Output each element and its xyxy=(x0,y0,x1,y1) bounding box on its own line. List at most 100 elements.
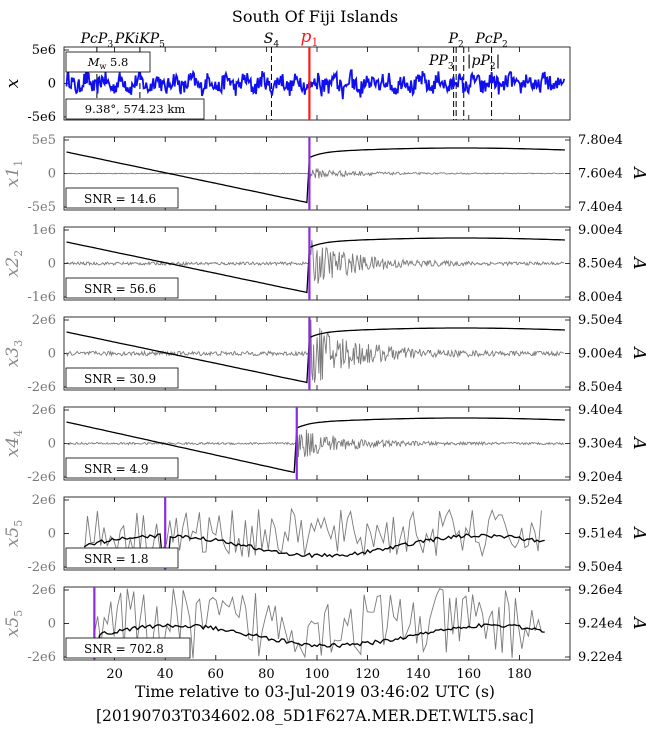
y-tick-label: -2e6 xyxy=(27,650,56,665)
y-tick-label: 0 xyxy=(48,77,56,92)
y-tick-label: -2e6 xyxy=(27,470,56,485)
snr-box xyxy=(65,457,179,479)
snr-label: SNR = 4.9 xyxy=(84,462,149,476)
trace-line xyxy=(93,588,543,659)
aic-curve xyxy=(83,533,545,566)
y-tick-label: 0 xyxy=(48,167,56,182)
y-tick-label: 2e6 xyxy=(32,583,56,598)
x-axis-label: Time relative to 03-Jul-2019 03:46:02 UT… xyxy=(135,683,495,701)
y-tick-label: 2e6 xyxy=(32,403,56,418)
right-tick-label: 9.50e4 xyxy=(578,560,623,575)
phase-labels: PcP3 PKiKP5 S4 p1 PP3 P2|pP2| PcP2 xyxy=(80,27,508,72)
x-tick-label: 80 xyxy=(258,667,275,682)
snr-box xyxy=(65,547,179,569)
phase-label: p1 xyxy=(300,27,318,49)
figure-title: South Of Fiji Islands xyxy=(232,7,398,26)
right-tick-label: 9.20e4 xyxy=(578,470,623,485)
snr-box xyxy=(65,367,179,389)
y-tick-label: -2e6 xyxy=(27,560,56,575)
y-tick-label: 1e6 xyxy=(32,223,56,238)
y-axis-label: x44 xyxy=(3,430,25,457)
right-tick-label: 9.00e4 xyxy=(578,223,623,238)
x-tick-label: 120 xyxy=(355,667,380,682)
right-axis-label: A xyxy=(629,255,646,269)
right-axis-label: A xyxy=(629,435,646,449)
right-tick-label: 9.30e4 xyxy=(578,437,623,452)
right-tick-label: 9.26e4 xyxy=(578,583,623,598)
y-axis-label: x22 xyxy=(3,250,25,277)
y-axis-label: x11 xyxy=(3,160,25,187)
right-tick-label: 9.50e4 xyxy=(578,313,623,328)
x-tick-labels: 20 40 60 80 100 120 140 160 180 xyxy=(106,667,531,682)
phase-label: P2 xyxy=(448,31,464,50)
right-tick-label: 9.51e4 xyxy=(578,527,623,542)
y-axis-label: x55 xyxy=(3,520,25,547)
snr-label: SNR = 30.9 xyxy=(84,372,156,386)
right-tick-label: 8.00e4 xyxy=(578,290,623,305)
magnitude-box xyxy=(65,51,151,73)
y-tick-label: 2e6 xyxy=(32,493,56,508)
y-tick-label: -5e6 xyxy=(27,110,56,125)
y-axis-label: x33 xyxy=(3,340,25,367)
filename-label: [20190703T034602.08_5D1F627A.MER.DET.WLT… xyxy=(96,707,534,725)
right-axis-label: A xyxy=(629,525,646,539)
snr-label: SNR = 702.8 xyxy=(84,642,164,656)
panel-x: 5e6 0 -5e6 x Mw 5.8 9.38°, 574.23 km xyxy=(3,43,571,125)
snr-label: SNR = 56.6 xyxy=(84,282,156,296)
x-tick-label: 40 xyxy=(157,667,174,682)
y-tick-label: 0 xyxy=(48,347,56,362)
distance-box xyxy=(65,98,205,120)
x-tick-label: 180 xyxy=(507,667,532,682)
right-tick-label: 8.50e4 xyxy=(578,380,623,395)
trace-line xyxy=(66,240,565,284)
right-axis-label: A xyxy=(629,165,646,179)
x-tick-label: 60 xyxy=(208,667,225,682)
phase-label: S4 xyxy=(264,31,280,50)
snr-box xyxy=(65,277,179,299)
y-tick-label: 2e6 xyxy=(32,313,56,328)
y-axis-label: x xyxy=(3,78,23,88)
phase-label: PP3 xyxy=(428,53,454,72)
trace-line xyxy=(66,319,565,383)
y-tick-label: 0 xyxy=(48,257,56,272)
aic-curve xyxy=(66,417,565,474)
y-tick-label: 5e6 xyxy=(32,43,56,58)
y-tick-label: 0 xyxy=(48,527,56,542)
trace-line xyxy=(66,168,565,180)
aic-curve xyxy=(66,237,565,294)
x-tick-label: 100 xyxy=(305,667,330,682)
phase-label: |pP2| xyxy=(467,53,501,72)
right-tick-label: 7.40e4 xyxy=(578,200,623,215)
phase-label: PcP3 xyxy=(80,31,114,50)
trace-line xyxy=(66,429,565,458)
snr-box xyxy=(65,187,179,209)
right-axis-label: A xyxy=(629,345,646,359)
distance-label: 9.38°, 574.23 km xyxy=(85,102,186,116)
phase-label: PKiKP5 xyxy=(114,31,165,50)
right-tick-label: 9.24e4 xyxy=(578,617,623,632)
right-tick-label: 9.00e4 xyxy=(578,347,623,362)
right-tick-label: 8.50e4 xyxy=(578,257,623,272)
right-tick-label: 9.22e4 xyxy=(578,650,623,665)
snr-label: SNR = 14.6 xyxy=(84,192,156,206)
y-tick-label: 0 xyxy=(48,617,56,632)
x-tick-label: 140 xyxy=(406,667,431,682)
phase-label: PcP2 xyxy=(474,31,507,50)
snr-box xyxy=(65,637,191,659)
y-tick-label: -2e6 xyxy=(27,380,56,395)
x-tick-label: 20 xyxy=(106,667,123,682)
snr-label: SNR = 1.8 xyxy=(84,552,149,566)
x-tick-label: 160 xyxy=(456,667,481,682)
y-tick-label: 0 xyxy=(48,437,56,452)
magnitude-label: Mw 5.8 xyxy=(87,55,129,71)
right-tick-label: 7.80e4 xyxy=(578,133,623,148)
y-tick-label: -5e5 xyxy=(27,200,56,215)
right-tick-label: 7.60e4 xyxy=(578,167,623,182)
